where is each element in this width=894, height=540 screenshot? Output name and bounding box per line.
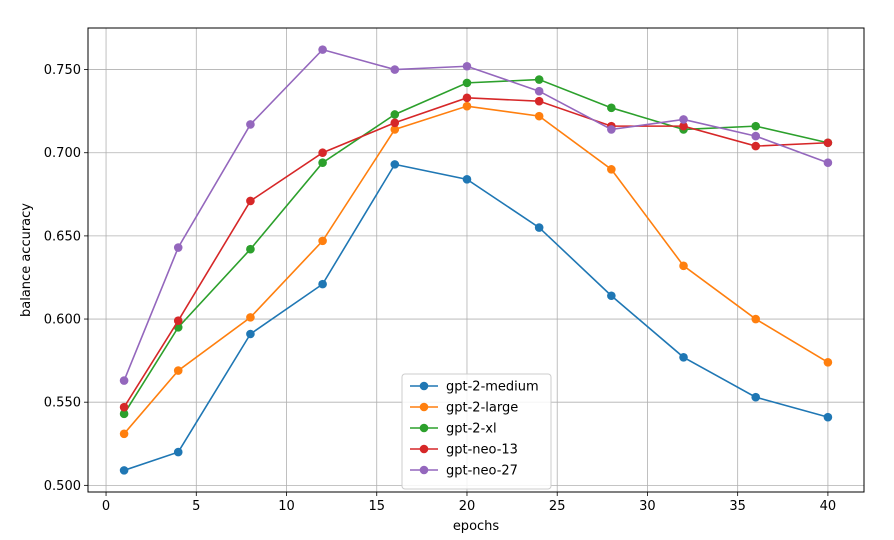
data-point: [246, 329, 255, 339]
data-point: [751, 141, 761, 151]
data-point: [318, 236, 327, 246]
data-point: [534, 96, 544, 106]
legend-item: gpt-2-large: [410, 401, 518, 416]
data-point: [318, 279, 327, 289]
data-point: [534, 86, 544, 96]
legend-label: gpt-2-large: [446, 401, 518, 416]
legend-box: [401, 373, 552, 490]
data-point: [534, 223, 544, 232]
data-point: [823, 158, 833, 168]
data-point: [173, 316, 183, 326]
data-point: [246, 313, 255, 322]
series-gpt-2-xl: [119, 75, 833, 419]
x-tick-label: 40: [820, 499, 837, 514]
legend-label: gpt-neo-27: [446, 464, 518, 479]
x-axis-label: epochs: [453, 519, 500, 534]
series-line: [123, 78, 829, 415]
legend: gpt-2-medium gpt-2-large gpt-2-xl gpt-neo-1…: [401, 373, 552, 490]
data-point: [119, 409, 129, 419]
data-point: [751, 314, 761, 324]
y-tick-label: 0.500: [44, 479, 81, 494]
x-tick-label: 10: [278, 499, 295, 514]
data-point: [462, 61, 472, 71]
data-point: [751, 121, 761, 131]
data-point: [679, 261, 688, 271]
data-point: [119, 402, 129, 412]
legend-item: gpt-neo-27: [410, 464, 518, 479]
data-point: [823, 357, 833, 367]
x-tick-label: 15: [368, 499, 385, 514]
data-point: [462, 93, 472, 103]
data-point: [534, 75, 544, 84]
series-line: [123, 97, 828, 408]
data-point: [462, 78, 472, 88]
data-point: [607, 103, 616, 113]
data-point: [390, 110, 400, 119]
data-point: [607, 165, 616, 174]
data-point: [173, 366, 183, 375]
y-tick-label: 0.750: [44, 63, 81, 78]
y-tick-label: 0.600: [44, 313, 81, 328]
series-gpt-2-large: [119, 101, 833, 439]
data-point: [679, 352, 688, 362]
data-point: [751, 131, 761, 141]
data-point: [462, 101, 472, 111]
data-point: [390, 125, 400, 134]
series-gpt-neo-13: [119, 93, 833, 412]
data-point: [119, 466, 129, 475]
data-point: [246, 196, 255, 206]
data-point: [607, 291, 616, 301]
legend-marker: [419, 402, 429, 412]
plot-frame: [87, 27, 865, 493]
legend-item: gpt-2-medium: [410, 380, 539, 395]
data-point: [119, 376, 129, 385]
data-point: [246, 120, 255, 129]
data-point: [823, 412, 833, 422]
legend-label: gpt-neo-13: [446, 443, 518, 458]
data-point: [173, 243, 183, 252]
data-point: [534, 111, 544, 121]
series-layer: [119, 45, 833, 475]
grid: [88, 28, 864, 492]
legend-item: gpt-neo-13: [410, 443, 518, 458]
legend-item: gpt-2-xl: [410, 422, 497, 437]
x-tick-label: 0: [102, 499, 110, 514]
data-point: [318, 45, 327, 54]
legend-marker: [419, 423, 429, 433]
data-point: [173, 447, 183, 457]
y-tick-label: 0.700: [44, 146, 81, 161]
ticks-layer: 0 5 10 15 20 25 30 35 40 0.500 0.550 0.600 0.650 0.70…: [44, 63, 836, 514]
legend-marker: [419, 444, 429, 454]
y-axis-label: balance accuracy: [19, 203, 34, 317]
data-point: [119, 429, 129, 439]
x-tick-label: 25: [549, 499, 566, 514]
data-point: [246, 244, 255, 254]
x-tick-label: 30: [639, 499, 656, 514]
y-tick-label: 0.650: [44, 229, 81, 244]
data-point: [318, 158, 327, 168]
data-point: [390, 65, 400, 74]
legend-label: gpt-2-medium: [446, 380, 539, 395]
legend-label: gpt-2-xl: [446, 422, 497, 437]
data-point: [390, 160, 400, 169]
data-point: [318, 148, 327, 158]
data-point: [607, 125, 616, 134]
series-gpt-neo-27: [119, 45, 833, 385]
data-point: [679, 115, 688, 124]
data-point: [462, 175, 472, 184]
legend-marker: [419, 381, 429, 391]
data-point: [390, 118, 400, 128]
x-tick-label: 35: [729, 499, 746, 514]
legend-marker: [419, 465, 429, 475]
data-point: [751, 392, 761, 402]
series-gpt-2-medium: [119, 160, 833, 475]
y-tick-label: 0.550: [44, 396, 81, 411]
x-tick-label: 20: [459, 499, 476, 514]
data-point: [679, 121, 688, 131]
x-tick-label: 5: [192, 499, 200, 514]
data-point: [823, 138, 833, 148]
series-line: [123, 48, 829, 381]
